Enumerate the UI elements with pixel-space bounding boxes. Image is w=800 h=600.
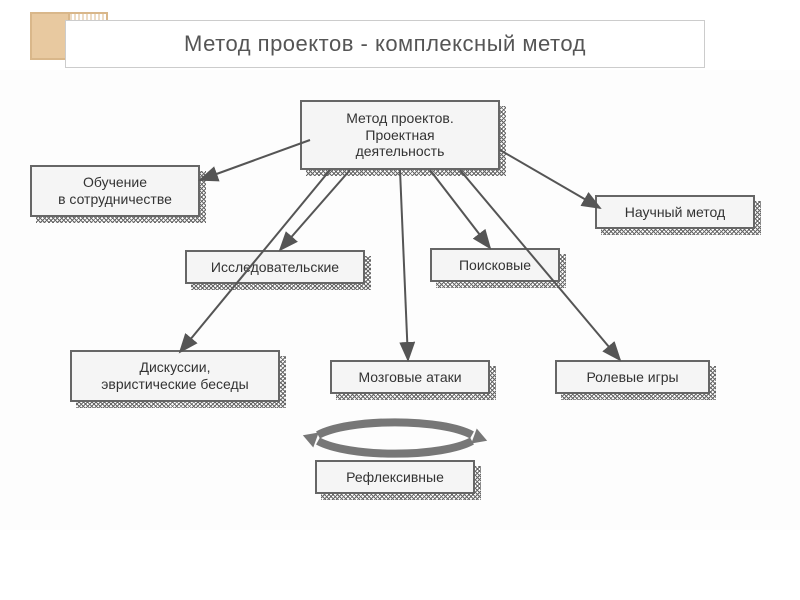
decorative-accent-left [30,12,70,60]
edge-root-sci [500,150,600,208]
edge-root-brain [400,170,408,360]
diagram-area: Метод проектов. Проектная деятельностьОб… [0,70,800,530]
edge-root-role [460,170,620,360]
edge-root-search [430,170,490,248]
edge-root-coop [200,140,310,180]
edge-root-research [280,170,350,250]
slide-title: Метод проектов - комплексный метод [184,31,586,57]
edge-root-disc [180,170,330,352]
diagram-edges [0,70,800,530]
slide-title-box: Метод проектов - комплексный метод [65,20,705,68]
slide-background: Метод проектов - комплексный метод Метод… [0,0,800,600]
